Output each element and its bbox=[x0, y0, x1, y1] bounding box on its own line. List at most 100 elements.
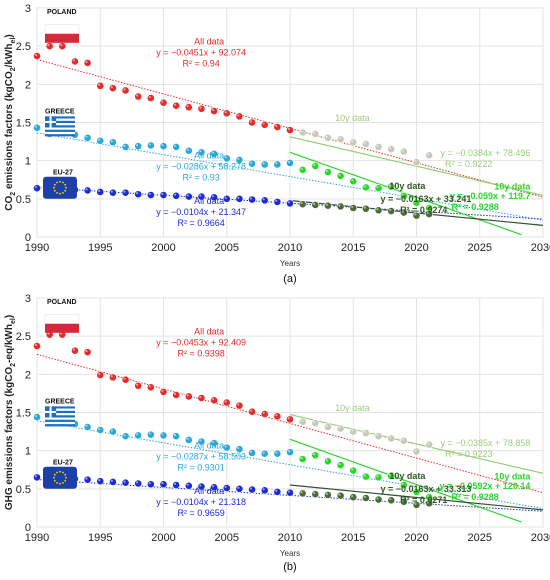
data-point-highlight bbox=[313, 491, 316, 495]
data-point-eu bbox=[33, 473, 41, 482]
eu-flag-star bbox=[62, 481, 64, 484]
data-point-greece bbox=[159, 431, 168, 440]
data-point-highlight bbox=[161, 433, 164, 436]
data-point-highlight bbox=[136, 383, 139, 386]
data-point-highlight bbox=[363, 495, 366, 498]
data-point-poland10y bbox=[374, 432, 383, 441]
greece-flag-label: GREECE bbox=[45, 398, 75, 405]
poland-flag-white bbox=[44, 24, 80, 35]
greece-flag-stripe bbox=[45, 424, 75, 427]
data-point-greece bbox=[184, 436, 193, 444]
data-point-greece bbox=[273, 160, 282, 169]
data-point-highlight bbox=[249, 120, 253, 123]
y-tick-label: 0.5 bbox=[16, 484, 31, 496]
data-point-poland bbox=[286, 126, 294, 135]
data-point-highlight bbox=[136, 192, 139, 195]
eu-flag-star bbox=[59, 192, 61, 195]
data-point-highlight bbox=[426, 153, 430, 156]
data-point-highlight bbox=[199, 395, 202, 398]
data-point-eu bbox=[146, 480, 155, 489]
y-tick-label: 2.5 bbox=[16, 41, 31, 53]
annotation-r2-eu: R² = 0.9659 bbox=[177, 508, 224, 518]
data-point-poland10y bbox=[324, 423, 332, 431]
data-point-poland bbox=[71, 346, 79, 355]
data-point-highlight bbox=[148, 385, 151, 388]
data-point-eu10y bbox=[349, 204, 358, 212]
poland-flag-label: POLAND bbox=[47, 299, 77, 306]
data-point-highlight bbox=[136, 143, 139, 147]
eu-flag-star bbox=[62, 191, 64, 194]
data-point-poland bbox=[121, 86, 130, 95]
data-point-highlight bbox=[211, 108, 215, 112]
eu-flag-star bbox=[62, 471, 64, 474]
data-point-poland bbox=[109, 84, 117, 93]
data-point-highlight bbox=[313, 453, 316, 456]
data-point-highlight bbox=[262, 451, 265, 454]
data-point-highlight bbox=[211, 485, 215, 488]
greece-flag-stripe bbox=[45, 129, 75, 132]
data-point-highlight bbox=[351, 179, 354, 182]
data-point-highlight bbox=[389, 184, 392, 187]
data-point-highlight bbox=[110, 429, 113, 432]
data-point-highlight bbox=[325, 424, 328, 428]
data-point-eu bbox=[273, 197, 282, 206]
data-point-poland bbox=[83, 348, 92, 357]
data-point-eu bbox=[222, 194, 231, 203]
trendline-eu10y bbox=[289, 484, 544, 511]
data-point-highlight bbox=[98, 83, 101, 86]
data-point-highlight bbox=[351, 468, 354, 471]
data-point-highlight bbox=[414, 449, 417, 452]
data-point-poland bbox=[248, 118, 256, 127]
x-tick-label: 2005 bbox=[215, 532, 239, 544]
data-point-highlight bbox=[414, 159, 417, 163]
eu-flag-star bbox=[53, 479, 56, 482]
eu-flag-star bbox=[64, 189, 67, 192]
x-tick-label: 2025 bbox=[468, 532, 492, 544]
data-point-highlight bbox=[60, 43, 63, 47]
data-point-eu bbox=[235, 194, 244, 203]
data-point-highlight bbox=[376, 144, 379, 147]
data-point-highlight bbox=[313, 420, 316, 424]
data-point-poland bbox=[172, 101, 181, 110]
data-point-poland bbox=[235, 112, 244, 121]
data-point-greece10y bbox=[336, 461, 345, 470]
data-point-highlight bbox=[287, 490, 290, 493]
data-point-highlight bbox=[85, 349, 88, 353]
data-point-eu bbox=[172, 481, 181, 489]
data-point-poland bbox=[159, 387, 168, 396]
y-tick-label: 2 bbox=[25, 369, 31, 381]
data-point-highlight bbox=[363, 430, 366, 434]
data-point-highlight bbox=[376, 433, 379, 437]
data-point-greece bbox=[121, 143, 130, 151]
data-point-eu bbox=[184, 481, 193, 490]
greece-flag bbox=[45, 116, 75, 137]
y-tick-label: 0 bbox=[25, 232, 31, 244]
eu-flag-label: EU-27 bbox=[53, 460, 73, 467]
data-point-poland10y bbox=[361, 139, 370, 148]
data-point-highlight bbox=[414, 489, 417, 492]
data-point-poland10y bbox=[361, 429, 370, 438]
y-tick-label: 3 bbox=[25, 3, 31, 15]
data-point-highlight bbox=[148, 482, 151, 485]
data-point-highlight bbox=[211, 195, 215, 198]
data-point-highlight bbox=[136, 94, 139, 97]
data-point-poland bbox=[222, 398, 231, 407]
data-point-eu bbox=[109, 478, 117, 486]
data-point-greece bbox=[159, 142, 168, 151]
data-point-greece bbox=[121, 432, 130, 441]
data-point-poland bbox=[273, 123, 282, 131]
data-point-highlight bbox=[338, 173, 341, 176]
data-point-highlight bbox=[224, 196, 227, 199]
data-point-greece bbox=[83, 423, 92, 431]
data-point-highlight bbox=[401, 193, 404, 196]
data-point-greece bbox=[134, 142, 143, 151]
poland-flag-red bbox=[45, 33, 79, 43]
annotation-title-eu10y: 10y data bbox=[389, 181, 426, 191]
data-point-poland bbox=[273, 412, 282, 421]
annotation-title-eu10y: 10y data bbox=[389, 471, 426, 481]
data-point-highlight bbox=[325, 169, 328, 173]
data-point-highlight bbox=[338, 493, 341, 496]
annotation-r2-greece10y: R² = 0.9288 bbox=[451, 202, 498, 212]
eu-flag-star bbox=[59, 482, 61, 485]
data-point-greece10y bbox=[374, 473, 383, 482]
